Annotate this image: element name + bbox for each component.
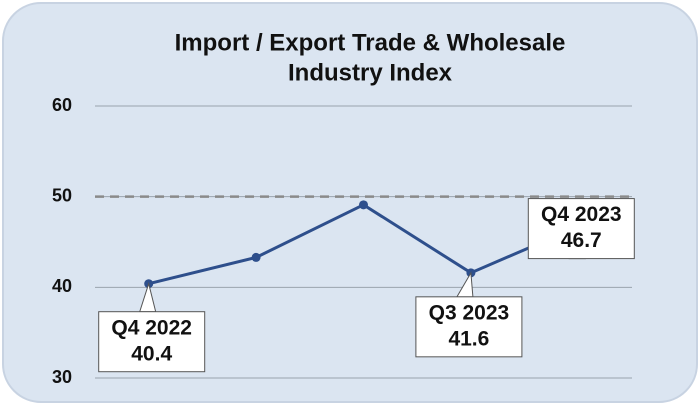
callout-box [415,296,523,358]
y-tick-label: 40 [52,276,72,296]
y-tick-label: 50 [52,185,72,205]
data-label: 40.4 [131,342,172,365]
marker [251,252,261,262]
callout-label: Q4 2023 [541,203,622,226]
y-tick-label: 60 [52,95,72,115]
data-label: 41.6 [448,327,489,350]
chart-title: Industry Index [288,59,453,86]
marker [359,200,368,210]
callout-box [98,311,206,373]
callout-label: Q3 2023 [429,301,510,324]
data-label: 46.7 [561,229,602,252]
chart-title: Import / Export Trade & Wholesale [175,29,566,56]
callout-label: Q4 2022 [111,316,192,339]
y-tick-label: 30 [52,367,72,387]
callout-box [527,198,635,260]
